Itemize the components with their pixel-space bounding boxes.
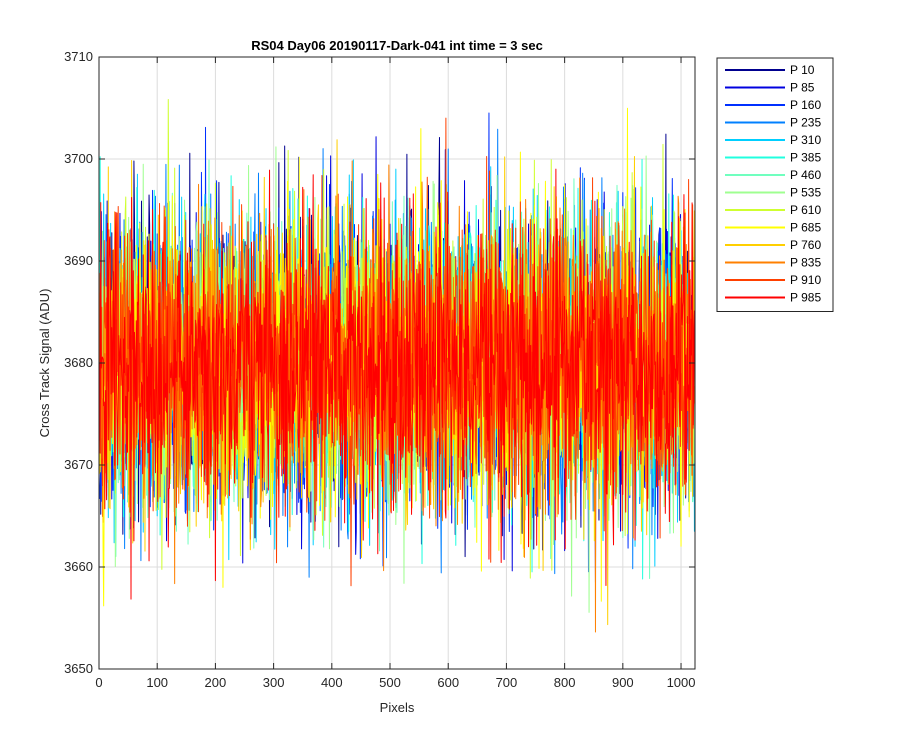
x-tick-label: 600 bbox=[437, 675, 459, 690]
legend-label: P 985 bbox=[790, 291, 821, 305]
ticks: 0 100 200 300 400 500 600 700 800 900 1000 3650 3660… bbox=[64, 49, 695, 690]
legend-label: P 460 bbox=[790, 168, 821, 182]
legend-label: P 910 bbox=[790, 273, 821, 287]
legend: P 10 P 85 P 160 P 235 P 310 P 385 P 460 P 535 P … bbox=[716, 57, 834, 312]
y-axis-label: Cross Track Signal (ADU) bbox=[37, 289, 52, 438]
legend-label: P 160 bbox=[790, 98, 821, 112]
series-line bbox=[99, 117, 696, 587]
x-tick-label: 500 bbox=[379, 675, 401, 690]
y-tick-label: 3710 bbox=[64, 49, 93, 64]
y-tick-label: 3680 bbox=[64, 355, 93, 370]
y-tick-label: 3660 bbox=[64, 559, 93, 574]
legend-label: P 760 bbox=[790, 238, 821, 252]
x-tick-label: 1000 bbox=[667, 675, 696, 690]
series-group bbox=[99, 99, 696, 633]
x-axis-label: Pixels bbox=[380, 700, 415, 715]
legend-label: P 685 bbox=[790, 221, 821, 235]
legend-label: P 235 bbox=[790, 116, 821, 130]
legend-label: P 85 bbox=[790, 81, 815, 95]
legend-box bbox=[716, 57, 834, 312]
chart-title: RS04 Day06 20190117-Dark-041 int time = … bbox=[251, 38, 543, 53]
x-tick-label: 800 bbox=[554, 675, 576, 690]
y-tick-label: 3690 bbox=[64, 253, 93, 268]
legend-label: P 835 bbox=[790, 256, 821, 270]
x-tick-label: 200 bbox=[205, 675, 227, 690]
legend-label: P 535 bbox=[790, 186, 821, 200]
y-tick-label: 3700 bbox=[64, 151, 93, 166]
legend-label: P 610 bbox=[790, 203, 821, 217]
y-tick-label: 3650 bbox=[64, 661, 93, 676]
x-tick-label: 700 bbox=[496, 675, 518, 690]
series-line bbox=[99, 168, 696, 600]
legend-label: P 385 bbox=[790, 151, 821, 165]
x-tick-label: 900 bbox=[612, 675, 634, 690]
x-tick-label: 400 bbox=[321, 675, 343, 690]
legend-label: P 10 bbox=[790, 63, 815, 77]
x-tick-label: 0 bbox=[95, 675, 102, 690]
x-tick-label: 100 bbox=[146, 675, 168, 690]
x-tick-label: 300 bbox=[263, 675, 285, 690]
y-tick-label: 3670 bbox=[64, 457, 93, 472]
legend-label: P 310 bbox=[790, 133, 821, 147]
